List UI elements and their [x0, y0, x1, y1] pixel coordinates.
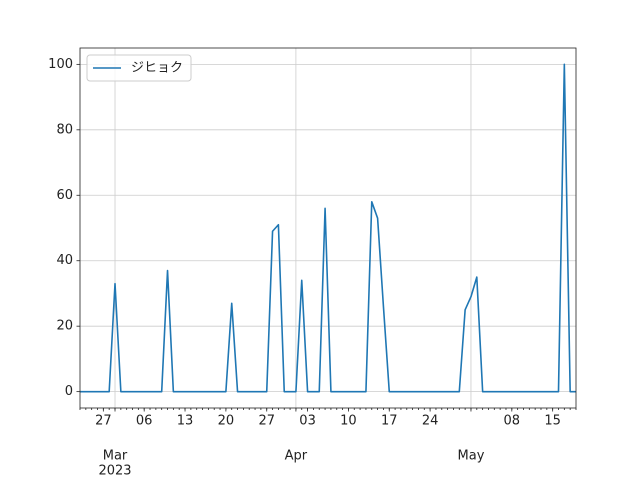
- x-tick-label: 03: [299, 414, 316, 429]
- x-tick-label: 24: [422, 414, 439, 429]
- y-tick-label: 80: [56, 122, 73, 137]
- month-label: May: [458, 449, 485, 464]
- y-tick-label: 0: [65, 384, 73, 399]
- plot-frame: [79, 47, 577, 409]
- x-tick-label: 27: [258, 414, 275, 429]
- x-tick-label: 06: [136, 414, 153, 429]
- year-label: 2023: [98, 464, 131, 479]
- month-label: Mar: [103, 449, 128, 464]
- x-tick-label: 20: [218, 414, 235, 429]
- x-tick-label: 27: [95, 414, 112, 429]
- y-tick-label: 60: [56, 188, 73, 203]
- y-tick-label: 100: [48, 57, 73, 72]
- legend-box: [86, 54, 192, 82]
- data-line: [80, 63, 576, 393]
- x-tick-label: 08: [504, 414, 521, 429]
- legend-label: ジヒョク: [131, 61, 183, 76]
- month-label: Apr: [285, 449, 308, 464]
- x-tick-label: 15: [544, 414, 561, 429]
- x-tick-label: 10: [340, 414, 357, 429]
- x-tick-label: 17: [381, 414, 398, 429]
- y-tick-label: 40: [56, 253, 73, 268]
- x-tick-label: 13: [177, 414, 194, 429]
- y-tick-label: 20: [56, 319, 73, 334]
